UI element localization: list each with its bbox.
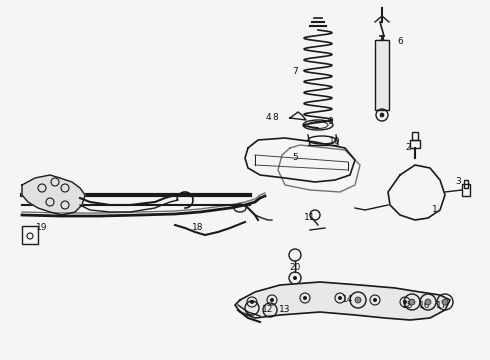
Text: 12: 12 — [262, 306, 274, 315]
Text: 4: 4 — [265, 113, 271, 122]
Text: 6: 6 — [397, 37, 403, 46]
Polygon shape — [235, 282, 450, 320]
Text: 17: 17 — [436, 301, 448, 310]
Circle shape — [380, 113, 384, 117]
Text: 14: 14 — [343, 296, 354, 305]
Polygon shape — [22, 175, 85, 215]
Circle shape — [403, 300, 407, 304]
Text: 5: 5 — [292, 153, 298, 162]
Circle shape — [303, 296, 307, 300]
Text: 13: 13 — [279, 306, 291, 315]
Bar — [410, 140, 420, 148]
Text: 7: 7 — [292, 68, 298, 77]
Circle shape — [293, 276, 297, 280]
Bar — [412, 132, 418, 140]
Circle shape — [409, 299, 415, 305]
Text: 10: 10 — [329, 138, 341, 147]
Text: 18: 18 — [192, 224, 204, 233]
Text: 16: 16 — [419, 301, 431, 310]
Text: 15: 15 — [402, 301, 414, 310]
Circle shape — [355, 297, 361, 303]
Circle shape — [270, 298, 274, 302]
Circle shape — [373, 298, 377, 302]
Circle shape — [425, 299, 431, 305]
Text: 8: 8 — [272, 113, 278, 122]
Text: 3: 3 — [455, 177, 461, 186]
Bar — [464, 180, 468, 188]
Text: 20: 20 — [289, 264, 301, 273]
Text: 19: 19 — [36, 224, 48, 233]
Circle shape — [250, 300, 254, 304]
Text: 2: 2 — [405, 144, 411, 153]
Circle shape — [338, 296, 342, 300]
Text: 9: 9 — [327, 117, 333, 126]
Text: 11: 11 — [304, 213, 316, 222]
Text: 1: 1 — [432, 206, 438, 215]
Bar — [462, 184, 470, 196]
Circle shape — [442, 299, 448, 305]
Bar — [375, 40, 389, 110]
